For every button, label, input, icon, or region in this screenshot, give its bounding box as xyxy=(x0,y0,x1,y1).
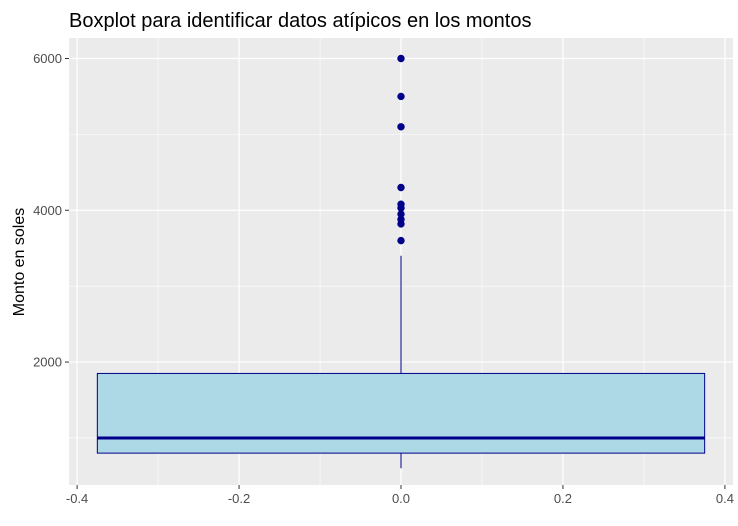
y-tick-label: 6000 xyxy=(33,51,62,66)
outlier-point xyxy=(397,220,405,228)
x-axis: -0.4 -0.2 0.0 0.2 0.4 xyxy=(66,485,734,506)
x-tick-label: 0.0 xyxy=(392,491,410,506)
outlier-point xyxy=(397,204,405,212)
outlier-point xyxy=(397,92,405,101)
y-axis-label: Monto en soles xyxy=(11,208,28,317)
boxplot-marks xyxy=(96,54,706,469)
y-tick-label: 4000 xyxy=(33,203,62,218)
outlier-point xyxy=(397,123,405,131)
box-iqr xyxy=(96,372,706,454)
x-tick-label: -0.4 xyxy=(66,491,88,506)
outlier-point xyxy=(397,236,405,245)
x-tick-label: 0.4 xyxy=(716,491,734,506)
outlier-point xyxy=(397,54,405,63)
x-tick-label: -0.2 xyxy=(228,491,250,506)
x-tick-label: 0.2 xyxy=(554,491,572,506)
y-tick-label: 2000 xyxy=(33,355,62,370)
chart-title: Boxplot para identificar datos atípicos … xyxy=(69,10,531,32)
y-axis: 2000 4000 6000 xyxy=(33,51,69,370)
outlier-point xyxy=(397,183,405,192)
